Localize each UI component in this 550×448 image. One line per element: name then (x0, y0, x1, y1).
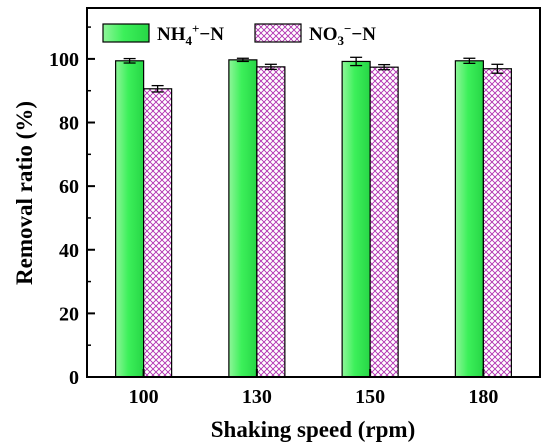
x-axis: 100 130 150 180 (129, 369, 498, 408)
error-bar-0-3 (463, 57, 476, 64)
legend-entry-0: NH4+−N (157, 21, 224, 48)
y-axis: 0 20 40 60 80 100 (49, 26, 95, 389)
bar-1-0 (143, 88, 173, 378)
y-axis-label: Removal ratio (%) (12, 101, 37, 285)
y-tick-label: 20 (59, 303, 79, 325)
x-tick-label: 130 (242, 386, 272, 408)
error-bar-1-0 (151, 84, 164, 93)
bar-1-1 (256, 66, 286, 378)
error-bar-1-2 (378, 63, 391, 71)
error-bar-0-2 (350, 56, 363, 67)
y-tick-label: 80 (59, 113, 79, 135)
bar-0-3 (454, 60, 484, 378)
plot-area (115, 56, 512, 378)
bar-0-2 (341, 60, 371, 378)
legend: NH4+−N NO3−−N (102, 21, 376, 48)
y-tick-label: 40 (59, 240, 79, 262)
x-tick-label: 100 (129, 386, 159, 408)
error-bar-0-0 (123, 57, 136, 64)
x-tick-label: 150 (355, 386, 385, 408)
y-tick-label: 60 (59, 176, 79, 198)
bar-0-1 (228, 59, 258, 378)
bar-1-3 (482, 68, 512, 378)
legend-swatch-1 (254, 23, 302, 43)
legend-entry-1: NO3−−N (309, 21, 376, 48)
legend-swatch-0 (102, 23, 150, 43)
bar-1-2 (369, 66, 399, 378)
bar-0-0 (115, 60, 145, 378)
y-tick-label: 0 (69, 367, 79, 389)
x-tick-label: 180 (468, 386, 498, 408)
x-axis-label: Shaking speed (rpm) (211, 417, 415, 442)
plot-frame (86, 7, 541, 378)
y-tick-label: 100 (49, 49, 79, 71)
error-bar-0-1 (236, 57, 249, 63)
error-bar-1-3 (491, 63, 504, 74)
error-bar-1-1 (264, 63, 277, 71)
